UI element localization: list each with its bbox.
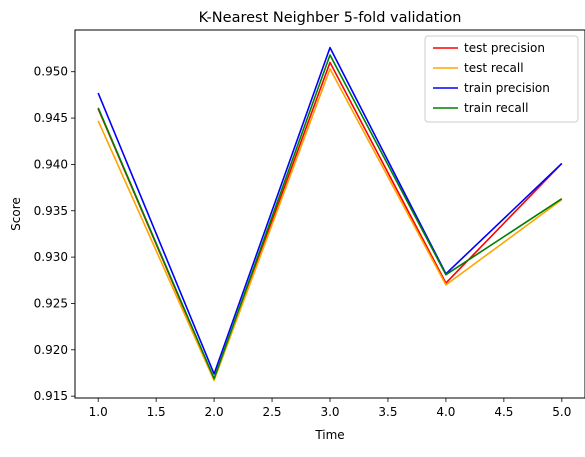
legend-label-2: train precision: [464, 81, 550, 95]
legend-label-3: train recall: [464, 101, 528, 115]
y-axis-label: Score: [9, 197, 23, 231]
y-tick-label: 0.935: [34, 204, 68, 218]
x-tick-label: 4.0: [436, 405, 455, 419]
y-tick-label: 0.925: [34, 296, 68, 310]
legend-label-0: test precision: [464, 41, 545, 55]
series-line-2: [97, 46, 563, 375]
legend: test precision test recall train precision…: [424, 35, 579, 123]
y-tick-label: 0.945: [34, 111, 68, 125]
x-axis-label: Time: [314, 428, 344, 442]
chart-title: K-Nearest Neighber 5-fold validation: [199, 10, 462, 26]
series-group: [97, 46, 563, 382]
y-tick-label: 0.940: [34, 157, 68, 171]
x-tick-label: 4.5: [494, 405, 513, 419]
x-tick-label: 1.0: [89, 405, 108, 419]
legend-label-1: test recall: [464, 61, 524, 75]
y-tick-label: 0.930: [34, 250, 68, 264]
series-line-3: [97, 54, 563, 380]
y-tick-label: 0.950: [34, 65, 68, 79]
legend-box: [424, 35, 579, 123]
x-tick-label: 2.5: [262, 405, 281, 419]
y-tick-label: 0.920: [34, 343, 68, 357]
x-tick-label: 5.0: [552, 405, 571, 419]
y-axis-ticks: 0.915 0.920 0.925 0.930 0.935 0.940 0.945 0.950: [34, 65, 75, 403]
x-tick-label: 2.0: [205, 405, 224, 419]
x-tick-label: 3.5: [378, 405, 397, 419]
y-tick-label: 0.915: [34, 389, 68, 403]
series-line-1: [97, 68, 563, 382]
x-tick-label: 1.5: [147, 405, 166, 419]
x-tick-label: 3.0: [320, 405, 339, 419]
x-axis-ticks: 1.0 1.5 2.0 2.5 3.0 3.5 4.0 4.5 5.0: [89, 398, 571, 419]
